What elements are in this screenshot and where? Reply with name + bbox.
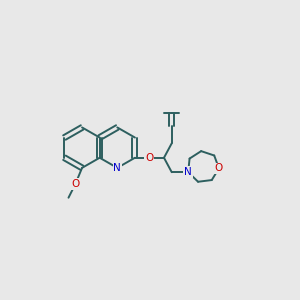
Text: O: O bbox=[145, 153, 154, 163]
Text: N: N bbox=[184, 167, 192, 177]
Text: N: N bbox=[113, 163, 121, 173]
Text: O: O bbox=[215, 164, 223, 173]
Text: O: O bbox=[71, 179, 80, 189]
